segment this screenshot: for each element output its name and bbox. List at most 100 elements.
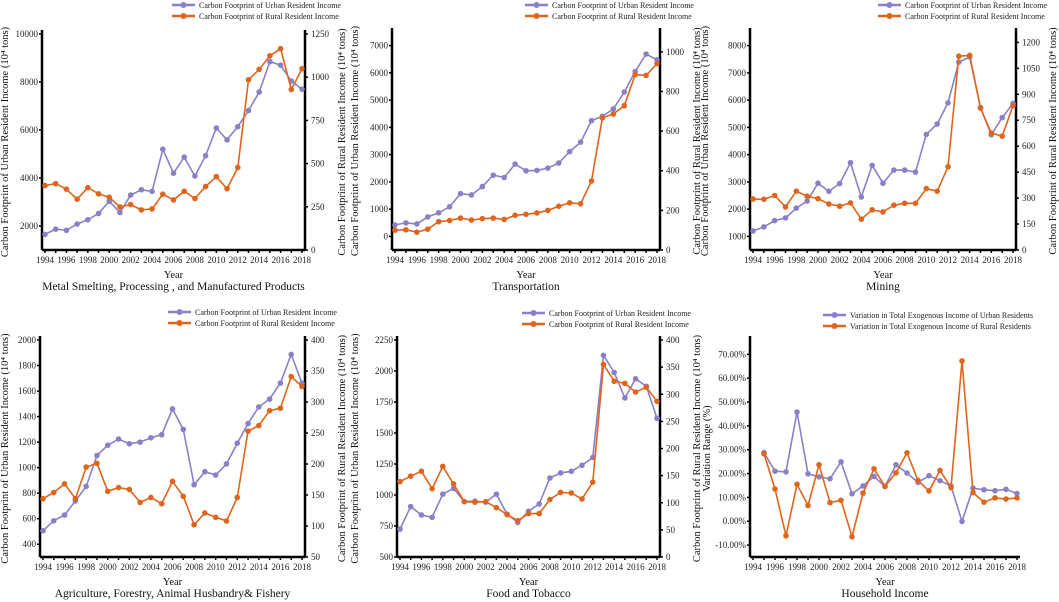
data-point-rural	[482, 498, 489, 505]
y-tick-label: 40.00%	[718, 421, 746, 431]
y-tick-label: 10.00%	[718, 492, 746, 502]
x-tick-label: 2000	[809, 255, 828, 265]
x-tick-label: 2006	[874, 255, 893, 265]
chart-panel: 1994 1996 1998 2000 2002 2004 2006 2008 2010 2012…	[350, 309, 703, 600]
y-right-tick-label: 600	[1022, 141, 1036, 151]
legend-marker	[886, 2, 893, 8]
y-right-tick-label: 750	[311, 115, 325, 125]
data-point-rural	[882, 483, 888, 490]
data-point-urban	[937, 477, 943, 484]
data-point-urban	[611, 369, 617, 376]
data-point-rural	[999, 133, 1005, 139]
legend-marker	[831, 323, 838, 329]
data-point-rural	[568, 490, 575, 496]
data-point-rural	[826, 201, 832, 207]
y-tick-label: 70.00%	[718, 349, 746, 359]
data-point-urban	[816, 474, 822, 480]
data-point-rural	[536, 510, 543, 517]
data-point-urban	[202, 468, 208, 475]
x-tick-label: 2016	[982, 255, 1001, 265]
data-point-rural	[915, 477, 921, 484]
data-point-rural	[621, 102, 628, 109]
x-tick-label: 1996	[766, 562, 785, 572]
y-right-tick-label: 450	[1022, 167, 1036, 177]
data-point-rural	[191, 521, 197, 528]
data-point-rural	[407, 473, 414, 479]
data-point-urban	[266, 396, 273, 402]
x-tick-label: 2014	[961, 255, 980, 265]
y-tick-label: 5000	[370, 95, 389, 105]
y-right-tick-label: 250	[666, 416, 680, 426]
legend-item: Variation in Total Exogenous Income of R…	[823, 322, 1031, 331]
data-point-urban	[245, 420, 251, 427]
chart-title: Transportation	[492, 281, 560, 293]
data-point-urban	[277, 62, 284, 68]
data-point-urban	[138, 186, 145, 193]
y-axis-right-label: Carbon Footprint of Rural Resident Incom…	[337, 28, 348, 256]
data-point-urban	[52, 226, 59, 232]
y-right-tick-label: 0	[666, 245, 671, 255]
data-point-rural	[149, 206, 155, 212]
legend-item: Carbon Footprint of Urban Resident Incom…	[522, 309, 691, 318]
data-point-urban	[440, 491, 446, 497]
data-point-rural	[893, 470, 899, 476]
data-point-urban	[654, 415, 660, 422]
data-point-rural	[213, 173, 220, 180]
data-point-urban	[804, 198, 810, 204]
legend-label: Carbon Footprint of Urban Resident Incom…	[905, 1, 1047, 10]
x-tick-label: 1994	[36, 255, 55, 265]
data-point-rural	[397, 478, 403, 485]
legend-label: Carbon Footprint of Rural Resident Incom…	[195, 319, 335, 328]
data-point-urban	[95, 210, 102, 217]
data-point-urban	[959, 518, 965, 525]
x-tick-label: 2012	[939, 255, 957, 265]
data-point-rural	[245, 428, 251, 434]
data-point-rural	[827, 499, 833, 506]
data-point-urban	[63, 227, 70, 234]
data-point-urban	[557, 470, 564, 476]
x-tick-label: 2012	[229, 255, 247, 265]
y-tick-label: 10000	[16, 29, 39, 39]
data-point-urban	[621, 89, 628, 95]
data-point-rural	[245, 76, 252, 83]
y-tick-label: 2000	[370, 177, 389, 187]
x-tick-label: 2006	[164, 562, 183, 572]
data-point-rural	[256, 422, 262, 429]
data-point-urban	[256, 89, 262, 95]
data-point-rural	[643, 72, 649, 79]
x-tick-label: 2008	[539, 255, 558, 265]
data-point-rural	[977, 105, 984, 111]
data-point-urban	[523, 167, 529, 174]
y-right-tick-label: 0	[666, 552, 671, 562]
y-right-tick-label: 600	[666, 126, 680, 136]
data-point-rural	[83, 464, 89, 470]
chart-title: Mining	[866, 281, 900, 293]
legend-label: Variation in Total Exogenous Income of R…	[850, 322, 1031, 331]
data-point-rural	[457, 215, 464, 221]
x-tick-label: 2006	[165, 255, 184, 265]
data-point-urban	[299, 86, 305, 92]
data-point-rural	[992, 495, 998, 501]
y-tick-label: 1000	[728, 231, 747, 241]
y-tick-label: 2250	[375, 335, 394, 345]
y-right-tick-label: 1000	[666, 47, 685, 57]
data-point-rural	[794, 481, 800, 488]
data-point-urban	[192, 173, 198, 179]
data-point-rural	[504, 511, 510, 518]
x-tick-label: 1998	[788, 562, 807, 572]
data-point-rural	[461, 498, 468, 505]
legend-marker	[180, 13, 187, 19]
y-right-tick-label: 900	[1022, 89, 1036, 99]
y-tick-label: 1600	[18, 386, 37, 396]
data-point-urban	[403, 220, 409, 226]
data-point-rural	[956, 53, 962, 60]
data-point-urban	[397, 526, 403, 532]
data-point-urban	[446, 203, 453, 210]
y-right-tick-label: 500	[311, 159, 325, 169]
y-tick-label: 30.00%	[718, 445, 746, 455]
y-tick-label: 0	[384, 231, 389, 241]
data-point-urban	[127, 192, 134, 198]
x-tick-label: 2004	[142, 562, 161, 572]
data-point-urban	[169, 406, 176, 412]
data-point-rural	[804, 193, 810, 199]
